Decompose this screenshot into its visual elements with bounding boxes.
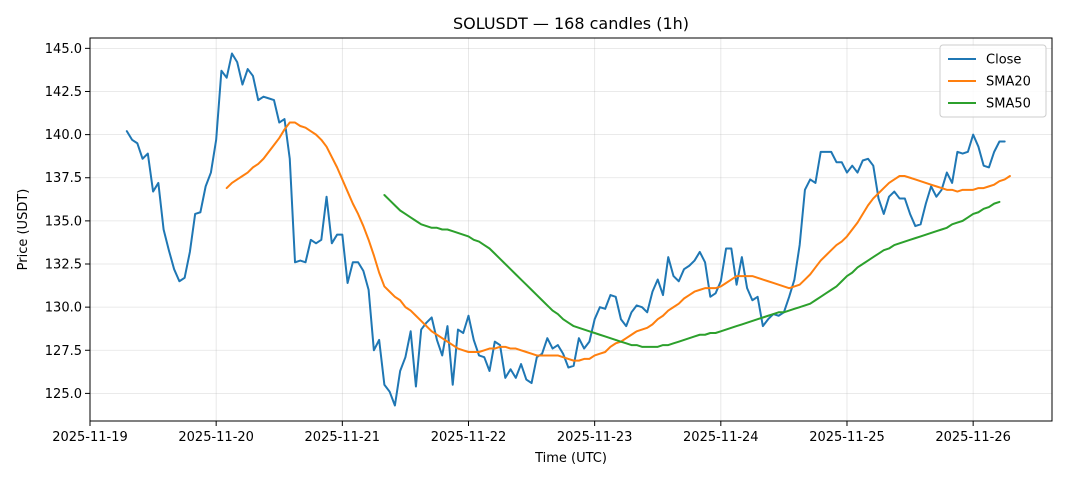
legend-label: SMA20	[986, 75, 1031, 90]
chart-title: SOLUSDT — 168 candles (1h)	[453, 14, 689, 33]
legend: Close SMA20 SMA50	[939, 44, 1047, 118]
series-line-sma50	[383, 194, 1001, 348]
x-tick-label: 2025-11-26	[935, 430, 1011, 445]
y-tick-label: 130.0	[45, 301, 82, 316]
x-tick-label: 2025-11-23	[557, 430, 633, 445]
legend-label: Close	[986, 53, 1021, 68]
y-tick-label: 140.0	[45, 128, 82, 143]
x-tick-label: 2025-11-19	[52, 430, 128, 445]
y-tick-label: 142.5	[45, 85, 82, 100]
y-tick-label: 137.5	[45, 171, 82, 186]
legend-label: SMA50	[986, 97, 1031, 112]
legend-box	[939, 44, 1047, 118]
x-axis: 2025-11-19 2025-11-20 2025-11-21 2025-11-22…	[52, 421, 1011, 445]
plot-frame	[89, 37, 1053, 422]
x-tick-label: 2025-11-24	[683, 430, 759, 445]
series-lines	[125, 52, 1011, 407]
y-tick-label: 125.0	[45, 387, 82, 402]
series-line-sma20	[225, 121, 1011, 362]
x-tick-label: 2025-11-22	[431, 430, 507, 445]
series-line-close	[125, 52, 1006, 407]
y-axis: 125.0 127.5 130.0 132.5 135.0 137.5 140.0 142.5…	[45, 42, 90, 402]
y-tick-label: 145.0	[45, 42, 82, 57]
y-tick-label: 132.5	[45, 258, 82, 273]
x-axis-title: Time (UTC)	[534, 451, 607, 466]
y-tick-label: 135.0	[45, 214, 82, 229]
x-tick-label: 2025-11-21	[305, 430, 381, 445]
y-tick-label: 127.5	[45, 344, 82, 359]
x-tick-label: 2025-11-25	[809, 430, 885, 445]
x-tick-label: 2025-11-20	[178, 430, 254, 445]
y-axis-title: Price (USDT)	[16, 189, 31, 271]
